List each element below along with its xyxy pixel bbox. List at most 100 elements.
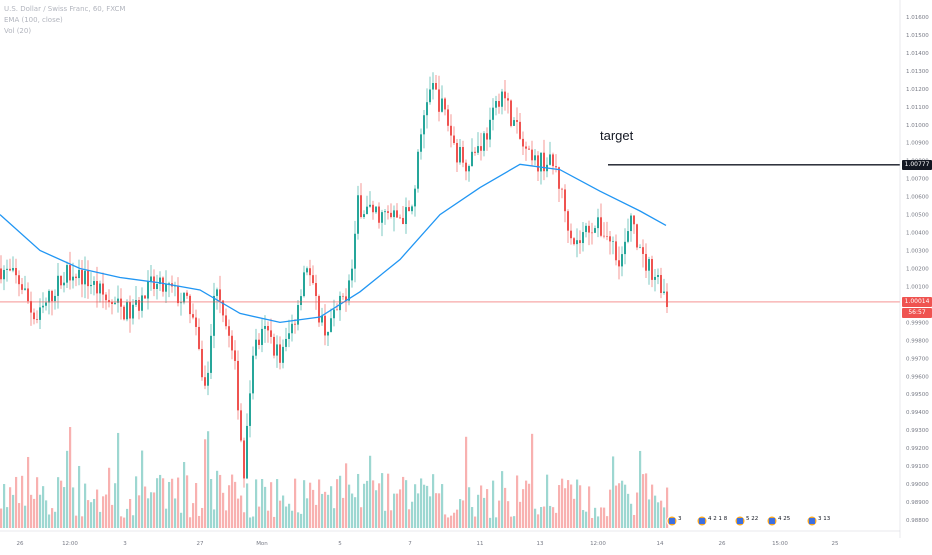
volume-bar: [414, 484, 417, 528]
volume-bar: [435, 493, 438, 528]
volume-bar: [390, 510, 393, 528]
volume-bar: [231, 474, 234, 528]
candle: [231, 330, 233, 360]
target-annotation[interactable]: target: [600, 128, 634, 143]
candle: [69, 251, 71, 290]
candle: [174, 281, 176, 297]
candle: [387, 205, 389, 220]
volume-bar: [663, 507, 666, 528]
candle: [183, 292, 185, 305]
volume-bar: [297, 512, 300, 528]
event-flag[interactable]: 4 2 1 8: [696, 515, 728, 527]
volume-bar: [255, 479, 258, 528]
event-flag[interactable]: 3: [666, 515, 682, 527]
volume-bar: [276, 479, 279, 528]
candle: [366, 195, 368, 215]
volume-bar: [12, 494, 15, 528]
volume-bar: [264, 486, 267, 528]
candle: [162, 276, 164, 297]
volume-bar: [630, 503, 633, 528]
candle: [384, 208, 386, 225]
volume-bar: [330, 486, 333, 528]
time-tick-label: 12:00: [62, 541, 78, 547]
candle: [486, 127, 488, 151]
volume-bar: [489, 517, 492, 528]
volume-bar: [582, 510, 585, 528]
volume-bar: [36, 477, 39, 528]
candle: [612, 236, 614, 255]
ema-legend[interactable]: EMA (100, close): [4, 16, 63, 24]
candle: [327, 331, 329, 347]
volume-bar: [507, 501, 510, 528]
volume-bar: [561, 478, 564, 528]
volume-bar: [54, 511, 57, 528]
price-tick-label: 0.99800: [906, 338, 929, 344]
price-tick-label: 1.01100: [906, 105, 929, 111]
candle: [540, 152, 542, 185]
symbol-title[interactable]: U.S. Dollar / Swiss Franc, 60, FXCM: [4, 5, 126, 13]
volume-bar: [312, 489, 315, 528]
volume-bar: [105, 494, 108, 528]
time-tick-label: 26: [719, 541, 726, 547]
candle: [318, 294, 320, 327]
candle: [225, 308, 227, 330]
candle: [123, 305, 125, 321]
volume-bar: [249, 517, 252, 528]
vol-legend[interactable]: Vol (20): [4, 27, 32, 35]
candle: [504, 79, 506, 111]
candle: [300, 289, 302, 311]
volume-bar: [207, 431, 210, 528]
candle: [396, 203, 398, 218]
volume-bar: [555, 512, 558, 528]
volume-bar: [519, 501, 522, 528]
volume-bar: [654, 495, 657, 528]
volume-bar: [165, 508, 168, 528]
bar-countdown-badge: 56:57: [902, 307, 932, 318]
candles: [0, 72, 668, 488]
volume-bar: [258, 506, 261, 528]
volume-bar: [600, 507, 603, 528]
volume-bar: [72, 487, 75, 528]
volume-bar: [267, 510, 270, 528]
candle: [270, 318, 272, 344]
candle: [213, 282, 215, 349]
candle: [87, 260, 89, 299]
volume-bar: [477, 494, 480, 528]
volume-bar: [492, 480, 495, 528]
volume-bar: [150, 492, 153, 528]
volume-bar: [429, 496, 432, 528]
candle: [390, 203, 392, 219]
volume-bar: [78, 465, 81, 528]
volume-bar: [18, 503, 21, 528]
price-tick-label: 0.99600: [906, 374, 929, 380]
candle: [195, 309, 197, 336]
event-flag[interactable]: 4 25: [766, 515, 791, 527]
price-tick-label: 0.98800: [906, 518, 929, 524]
volume-bar: [366, 480, 369, 528]
volume-bar: [549, 505, 552, 528]
volume-bar: [354, 497, 357, 528]
candle: [135, 286, 137, 307]
event-flag[interactable]: 5 22: [734, 515, 758, 527]
volume-bar: [87, 500, 90, 528]
price-tick-label: 1.01500: [906, 33, 929, 39]
volume-bar: [387, 473, 390, 528]
price-tick-label: 0.99500: [906, 392, 929, 398]
volume-bar: [417, 493, 420, 528]
candle: [333, 299, 335, 327]
candle: [228, 319, 230, 348]
candle: [108, 289, 110, 308]
volume-bar: [651, 484, 654, 528]
volume-bar: [135, 476, 138, 528]
candle: [84, 256, 86, 299]
candle: [204, 365, 206, 390]
candle: [363, 210, 365, 220]
candle: [624, 228, 626, 265]
candle: [102, 272, 104, 309]
candle: [414, 185, 416, 217]
event-flag[interactable]: 3 13: [806, 515, 831, 527]
volume-bar: [639, 450, 642, 528]
volume-bar: [243, 512, 246, 528]
